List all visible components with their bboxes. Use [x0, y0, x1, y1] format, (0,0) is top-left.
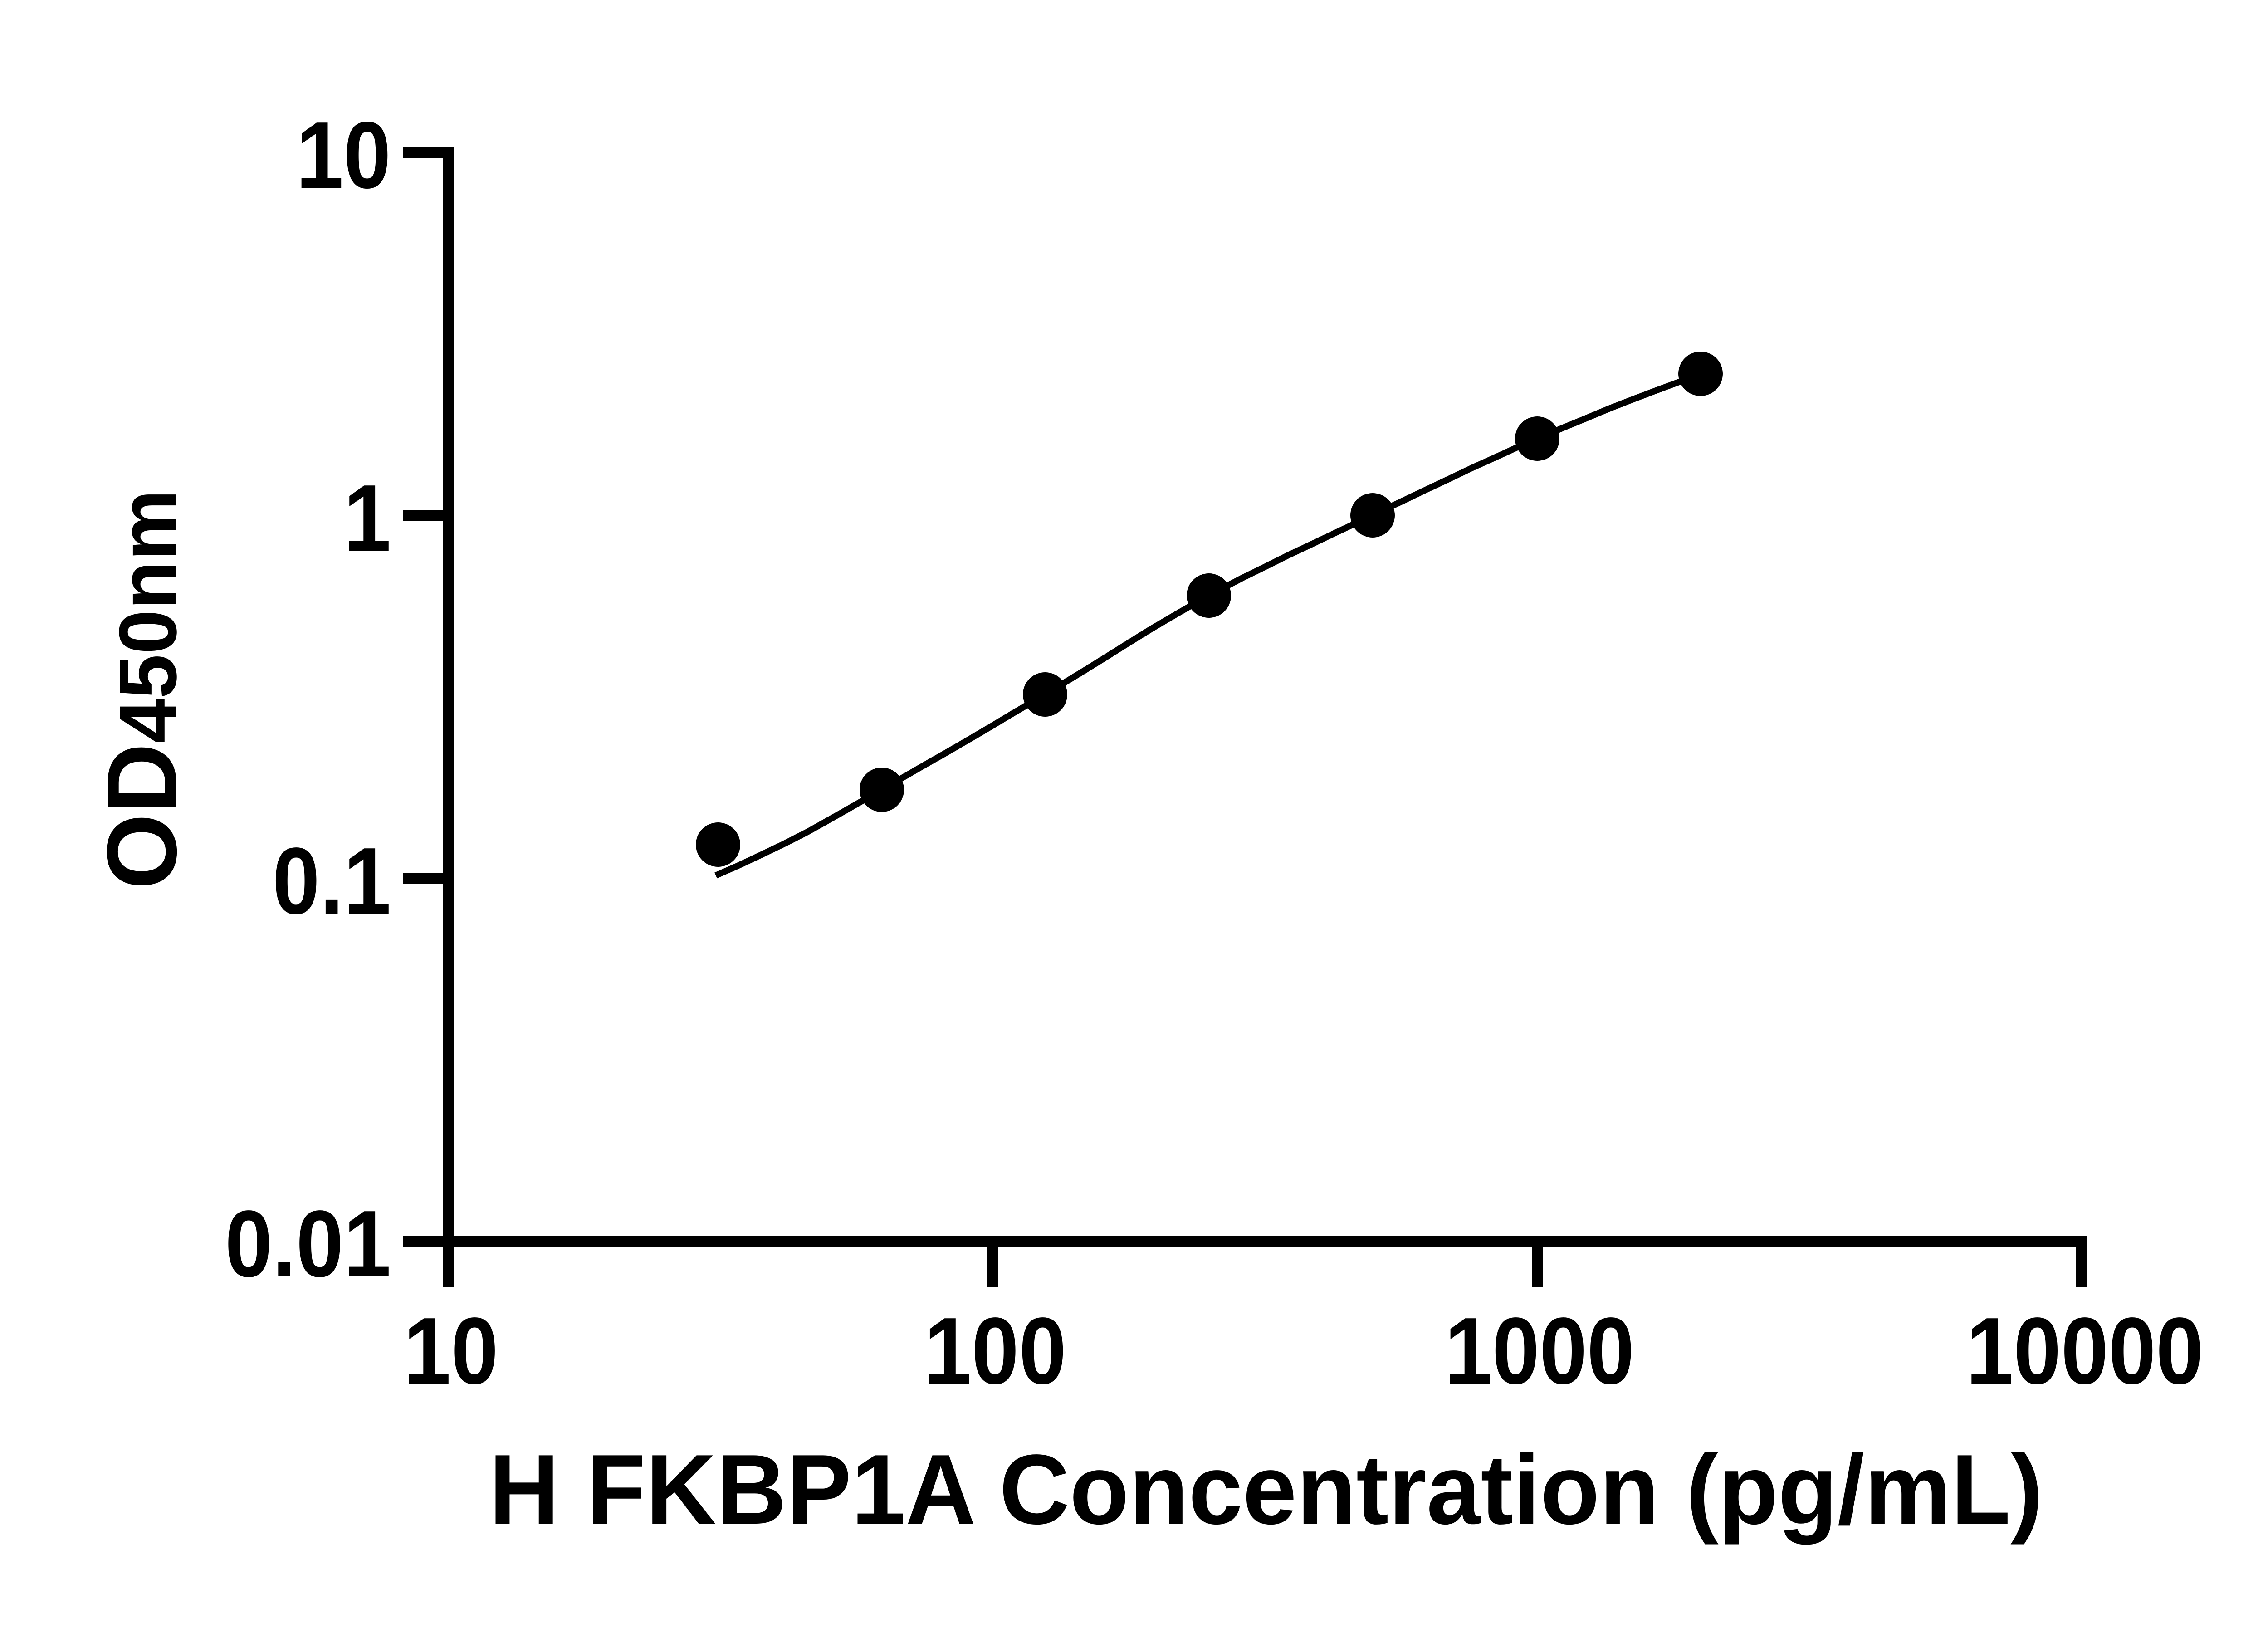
svg-text:10: 10 — [296, 103, 391, 208]
svg-text:10000: 10000 — [1966, 1298, 2203, 1404]
svg-text:1000: 1000 — [1445, 1298, 1634, 1404]
svg-text:0.01: 0.01 — [225, 1191, 391, 1297]
svg-text:100: 100 — [924, 1298, 1066, 1404]
svg-text:H FKBP1A Concentration (pg/mL): H FKBP1A Concentration (pg/mL) — [489, 1434, 2043, 1545]
svg-text:10: 10 — [403, 1298, 498, 1404]
svg-text:OD450nm: OD450nm — [86, 489, 197, 890]
svg-text:0.1: 0.1 — [273, 828, 391, 934]
svg-text:1: 1 — [343, 465, 391, 571]
